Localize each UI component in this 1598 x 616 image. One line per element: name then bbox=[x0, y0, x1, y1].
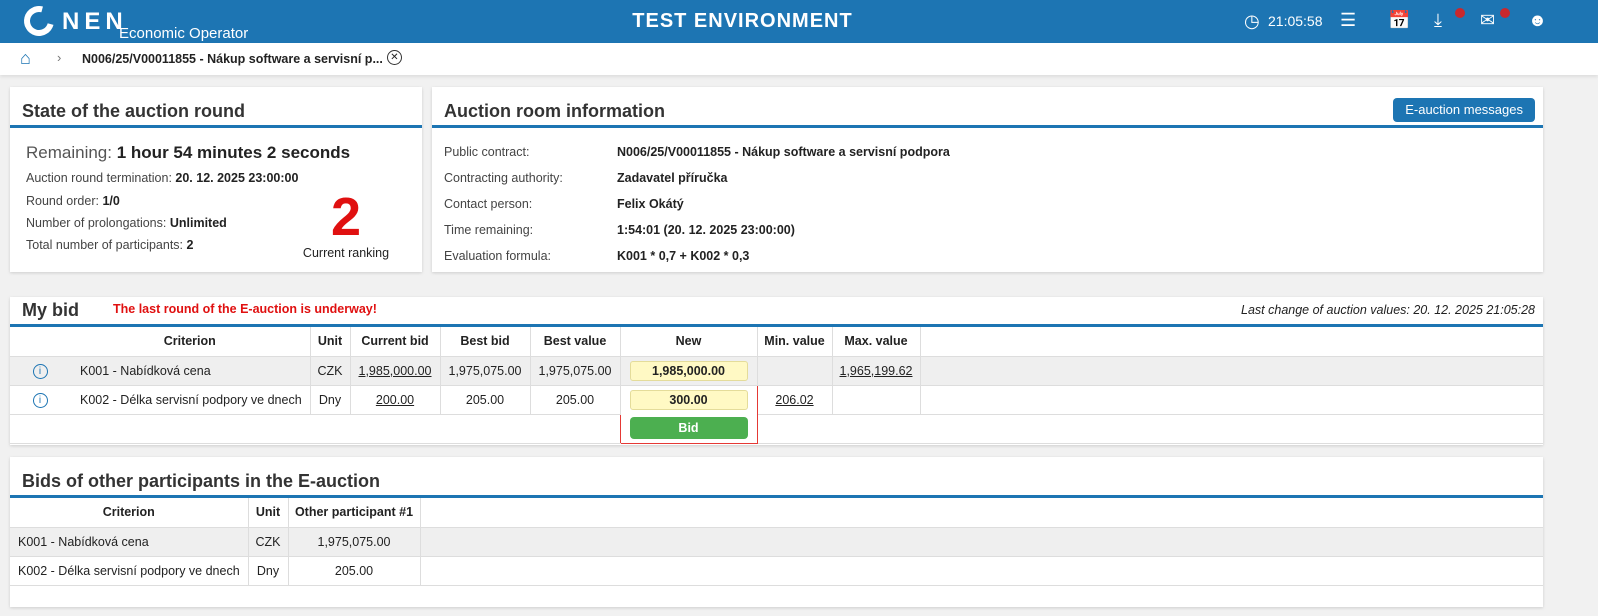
environment-label: TEST ENVIRONMENT bbox=[632, 10, 853, 32]
room-info-value: Felix Okátý bbox=[617, 197, 684, 211]
participants-value: 2 bbox=[186, 238, 194, 252]
remaining-value: 1 hour 54 minutes 2 seconds bbox=[116, 143, 351, 162]
participants-label: Total number of participants: bbox=[26, 238, 184, 252]
room-info-value: 1:54:01 (20. 12. 2025 23:00:00) bbox=[617, 223, 795, 237]
col-max: Max. value bbox=[832, 327, 921, 357]
min-value[interactable] bbox=[757, 356, 833, 386]
other-bids-table: Criterion Unit Other participant #1 K001… bbox=[10, 498, 1543, 586]
criterion: K001 - Nabídková cena bbox=[10, 527, 249, 557]
chevron-right-icon: › bbox=[57, 50, 62, 65]
prolong-value: Unlimited bbox=[169, 216, 227, 230]
col-criterion: Criterion bbox=[70, 327, 311, 357]
panel-title: My bid bbox=[22, 300, 79, 320]
unit: CZK bbox=[248, 527, 289, 557]
participant-value: 1,975,075.00 bbox=[288, 527, 421, 557]
unit: CZK bbox=[310, 356, 351, 386]
room-info-label: Evaluation formula: bbox=[444, 249, 552, 263]
col-unit: Unit bbox=[248, 498, 289, 528]
info-icon[interactable]: i bbox=[32, 392, 48, 408]
termination-value: 20. 12. 2025 23:00:00 bbox=[175, 171, 299, 185]
unit: Dny bbox=[248, 556, 289, 586]
min-value[interactable]: 206.02 bbox=[757, 385, 833, 415]
table-row: K001 - Nabídková cena CZK 1,975,075.00 bbox=[10, 527, 1543, 557]
col-unit: Unit bbox=[310, 327, 351, 357]
mail-icon[interactable]: ✉ bbox=[1480, 10, 1496, 30]
current-bid[interactable]: 200.00 bbox=[350, 385, 441, 415]
last-round-warning: The last round of the E-auction is under… bbox=[113, 302, 377, 316]
last-change-text: Last change of auction values: 20. 12. 2… bbox=[1241, 303, 1535, 317]
table-row: K002 - Délka servisní podpory ve dnech D… bbox=[10, 556, 1543, 586]
menu-icon[interactable]: ☰ bbox=[1340, 10, 1357, 30]
col-current-bid: Current bid bbox=[350, 327, 441, 357]
criterion: K001 - Nabídková cena bbox=[70, 356, 311, 386]
best-value: 205.00 bbox=[530, 385, 621, 415]
other-bids-panel: Bids of other participants in the E-auct… bbox=[10, 457, 1543, 607]
criterion: K002 - Délka servisní podpory ve dnech bbox=[70, 385, 311, 415]
termination-label: Auction round termination: bbox=[26, 171, 172, 185]
panel-title: Bids of other participants in the E-auct… bbox=[22, 471, 381, 491]
room-info-label: Contact person: bbox=[444, 197, 533, 211]
table-row: i K001 - Nabídková cena CZK 1,985,000.00… bbox=[10, 356, 1543, 386]
remaining-label: Remaining: bbox=[26, 143, 112, 162]
col-best-value: Best value bbox=[530, 327, 621, 357]
col-min: Min. value bbox=[757, 327, 833, 357]
e-auction-messages-button[interactable]: E-auction messages bbox=[1393, 98, 1535, 122]
download-icon[interactable]: ⤓ bbox=[1434, 10, 1442, 30]
best-value: 1,975,075.00 bbox=[530, 356, 621, 386]
info-icon[interactable]: i bbox=[32, 363, 48, 379]
breadcrumb-current[interactable]: N006/25/V00011855 - Nákup software a ser… bbox=[82, 52, 383, 66]
round-label: Round order: bbox=[26, 194, 99, 208]
room-info-label: Contracting authority: bbox=[444, 171, 563, 185]
table-row: i K002 - Délka servisní podpory ve dnech… bbox=[10, 384, 1543, 415]
unit: Dny bbox=[310, 385, 351, 415]
breadcrumb: ⌂ › N006/25/V00011855 - Nákup software a… bbox=[0, 43, 1598, 75]
round-value: 1/0 bbox=[102, 194, 120, 208]
room-info-label: Time remaining: bbox=[444, 223, 534, 237]
home-icon[interactable]: ⌂ bbox=[20, 48, 31, 68]
max-value[interactable] bbox=[832, 385, 921, 415]
notification-dot bbox=[1500, 8, 1510, 18]
best-bid: 205.00 bbox=[440, 385, 531, 415]
ranking-value: 2 bbox=[330, 187, 362, 247]
max-value[interactable]: 1,965,199.62 bbox=[832, 356, 921, 386]
col-new: New bbox=[620, 327, 758, 357]
panel-title: State of the auction round bbox=[22, 101, 245, 121]
user-icon[interactable]: ☻ bbox=[1528, 10, 1547, 30]
my-bid-panel: My bid The last round of the E-auction i… bbox=[10, 297, 1543, 445]
notification-dot bbox=[1455, 8, 1465, 18]
bid-button[interactable]: Bid bbox=[629, 417, 748, 440]
calendar-icon[interactable]: 📅 bbox=[1388, 10, 1411, 30]
panel-title: Auction room information bbox=[444, 101, 665, 121]
clock-time: 21:05:58 bbox=[1268, 13, 1323, 29]
table-header: Criterion Unit Current bid Best bid Best… bbox=[10, 327, 1543, 357]
clock-icon: ◷ bbox=[1244, 11, 1260, 31]
col-criterion: Criterion bbox=[10, 498, 249, 528]
logo-text: NEN bbox=[62, 8, 128, 35]
current-bid[interactable]: 1,985,000.00 bbox=[350, 356, 441, 386]
close-icon[interactable]: ✕ bbox=[387, 50, 402, 65]
ranking-label: Current ranking bbox=[302, 246, 390, 260]
my-bid-table: Criterion Unit Current bid Best bid Best… bbox=[10, 327, 1543, 444]
auction-room-panel: Auction room information E-auction messa… bbox=[432, 87, 1543, 272]
app-subtitle: Economic Operator bbox=[119, 25, 249, 42]
room-info-label: Public contract: bbox=[444, 145, 530, 159]
prolong-label: Number of prolongations: bbox=[26, 216, 167, 230]
criterion: K002 - Délka servisní podpory ve dnech bbox=[10, 556, 249, 586]
col-best-bid: Best bid bbox=[440, 327, 531, 357]
auction-state-panel: State of the auction round Remaining: 1 … bbox=[10, 87, 422, 272]
new-bid-input[interactable]: 300.00 bbox=[629, 389, 748, 410]
participant-value: 205.00 bbox=[288, 556, 421, 586]
room-info-value: K001 * 0,7 + K002 * 0,3 bbox=[617, 249, 750, 263]
room-info-value: N006/25/V00011855 - Nákup software a ser… bbox=[617, 145, 950, 159]
room-info-value: Zadavatel příručka bbox=[617, 171, 728, 185]
new-bid-input[interactable]: 1,985,000.00 bbox=[629, 360, 748, 381]
best-bid: 1,975,075.00 bbox=[440, 356, 531, 386]
top-header: NEN Economic Operator TEST ENVIRONMENT ◷… bbox=[0, 0, 1598, 43]
col-other-participant: Other participant #1 bbox=[288, 498, 421, 528]
